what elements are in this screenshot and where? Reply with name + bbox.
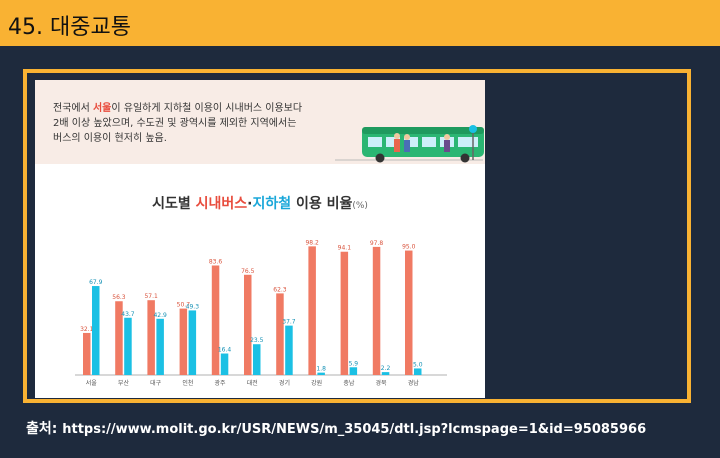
subway-value-label-4: 49.3 [186,303,200,310]
x-tick-label-8: 강원 [311,379,322,387]
chart-title-separator: · [247,196,253,212]
subway-bar-3 [156,318,164,375]
subway-bar-7 [285,325,293,375]
subway-value-label-8: 1.8 [316,366,326,373]
subway-value-label-1: 67.9 [89,279,103,286]
subway-bar-8 [317,372,325,375]
x-tick-label-9: 충남 [343,379,355,387]
subway-bar-11 [414,368,422,375]
chart-title: 시도별 시내버스·지하철 이용 비율(%) [35,193,485,213]
bus-value-label-4: 50.7 [177,302,191,309]
bus-value-label-1: 32.1 [80,326,94,333]
bus-bar-11 [405,250,413,375]
subway-bar-6 [253,344,261,375]
x-tick-label-10: 경북 [376,380,388,387]
intro-box: 전국에서 서울이 유일하게 지하철 이용이 시내버스 이용보다 2배 이상 높았… [35,80,485,164]
subway-value-label-11: 5.0 [413,361,423,368]
x-tick-label-2: 부산 [118,379,130,387]
subway-bar-2 [124,317,132,375]
intro-line-2: 2배 이상 높았으며, 수도권 및 광역시를 제외한 지역에서는 [53,118,297,129]
x-tick-label-5: 광주 [215,380,227,387]
bus-illustration [335,125,484,163]
bus-value-label-3: 57.1 [144,293,158,300]
subway-bar-9 [349,367,358,375]
subway-value-label-2: 43.7 [121,311,135,318]
bus-bar-4 [179,308,188,375]
subway-value-label-6: 23.5 [250,337,264,344]
intro-text: 이 유일하게 지하철 이용이 시내버스 이용보다 [111,103,303,114]
infographic-panel: 전국에서 서울이 유일하게 지하철 이용이 시내버스 이용보다 2배 이상 높았… [35,80,485,398]
bus-value-label-10: 97.8 [370,240,384,247]
bus-bar-8 [308,246,316,375]
slide-title: 45. 대중교통 [8,15,131,40]
bus-value-label-5: 83.6 [209,258,223,265]
x-tick-label-7: 경기 [279,379,290,387]
bus-bar-5 [211,265,220,375]
x-tick-label-11: 경남 [408,379,420,387]
source-label: 출처: [26,421,58,437]
intro-line-3: 버스의 이용이 현저히 높음. [53,133,167,144]
bus-value-label-11: 95.0 [402,244,416,251]
x-tick-label-6: 대전 [247,379,258,387]
bus-bar-6 [244,274,252,375]
x-tick-label-1: 서울 [86,379,98,387]
intro-text: 전국에서 [53,103,93,114]
bus-value-label-7: 62.3 [273,286,287,293]
chart-title-bus: 시내버스 [195,196,248,212]
bus-value-label-6: 76.5 [241,268,255,275]
chart-title-text: 이용 비율 [291,196,353,212]
subway-bar-10 [381,372,390,375]
bus-bar-1 [83,332,91,375]
subway-bar-4 [188,310,197,375]
subway-value-label-10: 2.2 [381,365,391,372]
subway-bar-5 [220,353,229,375]
bus-bar-7 [276,293,284,375]
x-tick-label-3: 대구 [150,379,162,387]
chart-title-unit: (%) [352,201,368,211]
bus-bar-2 [115,301,123,375]
bus-value-label-9: 94.1 [338,245,352,252]
bus-bar-3 [147,300,155,375]
source-url[interactable]: https://www.molit.go.kr/USR/NEWS/m_35045… [62,422,647,437]
source-line: 출처: https://www.molit.go.kr/USR/NEWS/m_3… [26,418,646,438]
bus-value-label-8: 98.2 [305,239,319,246]
subway-value-label-9: 5.9 [349,360,359,367]
bus-value-label-2: 56.3 [112,294,126,301]
bar-chart: 32.1 67.9 서울 56.3 43.7 부산 57.1 42.9 대구 50.749.3 인천… [75,239,447,387]
bus-bar-9 [340,251,349,375]
intro-line-1: 전국에서 서울이 유일하게 지하철 이용이 시내버스 이용보다 [53,99,302,114]
chart-title-subway: 지하철 [252,196,292,212]
bus-bar-10 [372,246,381,375]
x-tick-label-4: 인천 [182,379,193,387]
chart-title-text: 시도별 [152,196,196,212]
subway-value-label-7: 37.7 [282,319,296,326]
slide-header: 45. 대중교통 [0,0,720,46]
subway-bar-1 [92,286,100,375]
intro-highlight: 서울 [92,103,112,114]
subway-value-label-3: 42.9 [153,312,167,319]
subway-value-label-5: 16.4 [218,347,232,354]
